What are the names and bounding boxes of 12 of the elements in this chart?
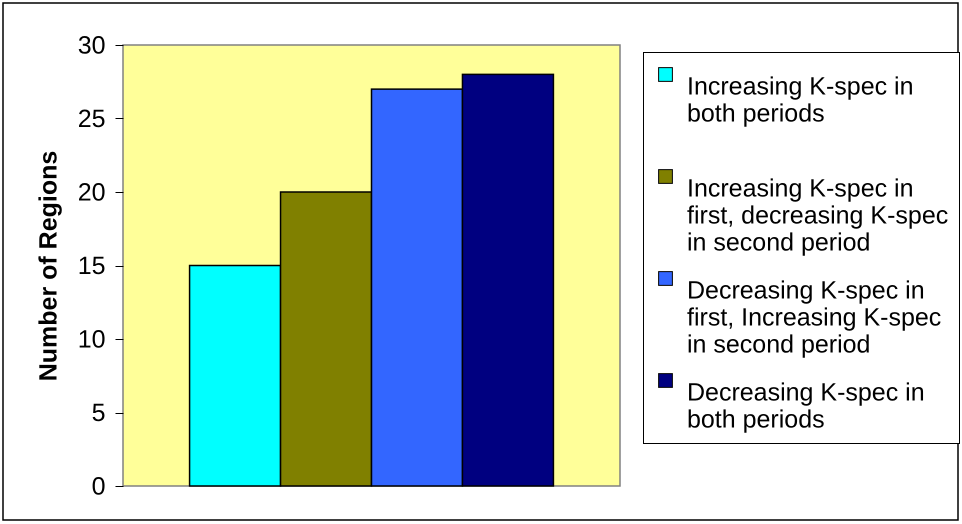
legend-label: Increasing K-spec in first, decreasing K-spec in second period [687, 174, 948, 256]
legend-label: Decreasing K-spec in first, Increasing K-spec in second period [687, 276, 942, 358]
y-tick-label: 20 [78, 178, 106, 206]
legend-label: Decreasing K-spec in both periods [687, 378, 925, 434]
y-tick-label: 25 [78, 105, 106, 133]
y-tick-label: 10 [78, 326, 106, 354]
y-tick-label: 30 [78, 32, 106, 60]
legend-label: Increasing K-spec in both periods [687, 72, 914, 128]
y-tick-label: 0 [92, 472, 106, 500]
y-tick-label: 5 [92, 399, 106, 427]
y-axis-title: Number of Regions [34, 150, 63, 382]
y-tick-label: 15 [78, 252, 106, 280]
